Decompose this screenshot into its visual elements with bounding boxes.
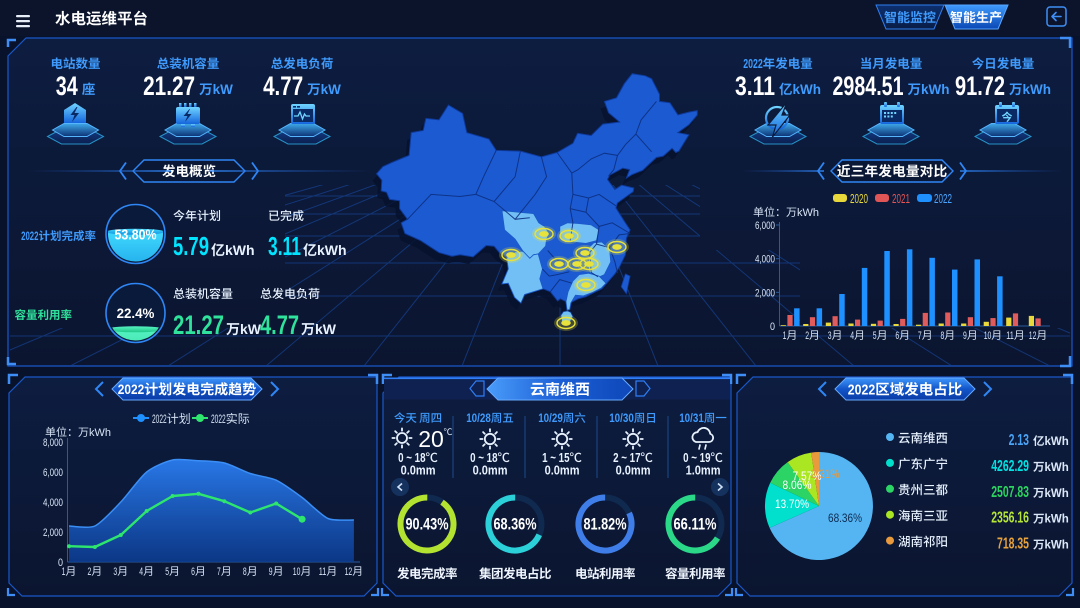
svg-text:2 ~ 17: 2 ~ 17 <box>613 451 640 465</box>
svg-text:1 ~ 15: 1 ~ 15 <box>542 451 569 465</box>
svg-text:5: 5 <box>165 566 169 578</box>
svg-text:9: 9 <box>963 330 967 342</box>
svg-text:0.0mm: 0.0mm <box>473 464 508 478</box>
svg-text:2984.51: 2984.51 <box>833 71 904 101</box>
svg-text:2,000: 2,000 <box>755 287 775 299</box>
svg-text:10: 10 <box>293 566 301 578</box>
svg-text:2356.16: 2356.16 <box>991 510 1029 527</box>
svg-text:8,000: 8,000 <box>43 437 63 449</box>
svg-text:2: 2 <box>805 330 809 342</box>
svg-text:kWh: kWh <box>1023 82 1052 97</box>
svg-text:2.31%: 2.31% <box>811 469 840 481</box>
svg-text:0: 0 <box>770 321 775 333</box>
svg-text:66.11%: 66.11% <box>674 516 717 534</box>
svg-text:12: 12 <box>345 566 353 578</box>
svg-text:2507.83: 2507.83 <box>991 484 1029 501</box>
svg-text:8.06%: 8.06% <box>783 480 812 492</box>
svg-text:6,000: 6,000 <box>755 220 775 232</box>
svg-text:68.36%: 68.36% <box>494 516 537 534</box>
svg-text:4262.29: 4262.29 <box>991 458 1029 475</box>
svg-text:10/28: 10/28 <box>466 413 491 425</box>
svg-text:7: 7 <box>918 330 922 342</box>
svg-text:6: 6 <box>895 330 899 342</box>
svg-text:0.0mm: 0.0mm <box>545 464 580 478</box>
svg-text:0 ~ 18: 0 ~ 18 <box>470 451 497 465</box>
svg-text:2022: 2022 <box>934 192 952 206</box>
svg-text:kWh: kWh <box>1045 436 1069 448</box>
svg-text:68.36%: 68.36% <box>828 513 862 525</box>
svg-text:10/29: 10/29 <box>538 413 563 425</box>
svg-text:kWh: kWh <box>793 82 822 97</box>
svg-text:1: 1 <box>62 566 66 578</box>
svg-text:kWh: kWh <box>921 82 950 97</box>
svg-text:11: 11 <box>1006 330 1014 342</box>
svg-text:kWh: kWh <box>797 207 819 219</box>
svg-text:53.80%: 53.80% <box>115 226 157 243</box>
svg-text:4: 4 <box>850 330 854 342</box>
svg-text:4: 4 <box>139 566 143 578</box>
svg-text:kW: kW <box>213 82 234 97</box>
svg-text:kWh: kWh <box>1045 514 1069 526</box>
svg-text:kWh: kWh <box>225 242 255 258</box>
svg-text:8: 8 <box>243 566 247 578</box>
svg-text:2022: 2022 <box>848 382 875 398</box>
svg-text:9: 9 <box>269 566 273 578</box>
svg-text:11: 11 <box>319 566 327 578</box>
svg-text:kWh: kWh <box>89 427 111 439</box>
svg-text:kW: kW <box>321 82 342 97</box>
svg-text:21.27: 21.27 <box>173 310 224 340</box>
svg-text:2022: 2022 <box>211 412 226 426</box>
svg-text:0: 0 <box>58 557 63 569</box>
svg-text:81.82%: 81.82% <box>584 516 627 534</box>
svg-text:0.0mm: 0.0mm <box>616 464 651 478</box>
svg-text:8: 8 <box>941 330 945 342</box>
svg-text:2,000: 2,000 <box>43 527 63 539</box>
svg-text:7.57%: 7.57% <box>793 471 822 483</box>
svg-text:2020: 2020 <box>850 192 868 206</box>
svg-text:kWh: kWh <box>1045 462 1069 474</box>
svg-text:13.70%: 13.70% <box>775 499 809 511</box>
svg-text:90.43%: 90.43% <box>406 516 449 534</box>
svg-text:5: 5 <box>873 330 877 342</box>
svg-text:kW: kW <box>315 321 337 337</box>
svg-text:1.0mm: 1.0mm <box>686 464 721 478</box>
svg-text:2: 2 <box>88 566 92 578</box>
svg-text:1: 1 <box>783 330 787 342</box>
svg-text:0.0mm: 0.0mm <box>401 464 436 478</box>
svg-text:kWh: kWh <box>317 242 347 258</box>
svg-text:2022: 2022 <box>21 231 38 243</box>
svg-text:10/30: 10/30 <box>609 413 634 425</box>
svg-text:12: 12 <box>1029 330 1037 342</box>
svg-text:10/31: 10/31 <box>679 413 704 425</box>
svg-text:6: 6 <box>191 566 195 578</box>
svg-text:4,000: 4,000 <box>755 254 775 266</box>
svg-text:2022: 2022 <box>743 57 763 71</box>
svg-text:4.77: 4.77 <box>263 71 303 101</box>
svg-text:7: 7 <box>217 566 221 578</box>
svg-text:3: 3 <box>113 566 117 578</box>
svg-text:kW: kW <box>240 321 262 337</box>
svg-text:718.35: 718.35 <box>997 536 1029 553</box>
svg-text:0 ~ 19: 0 ~ 19 <box>683 451 710 465</box>
svg-text:4.77: 4.77 <box>260 310 299 340</box>
svg-text:2021: 2021 <box>892 192 910 206</box>
svg-text:kWh: kWh <box>1045 540 1069 552</box>
svg-text:3.11: 3.11 <box>735 71 775 101</box>
svg-text:10: 10 <box>984 330 992 342</box>
svg-text:6,000: 6,000 <box>43 467 63 479</box>
svg-text:5.79: 5.79 <box>173 231 209 261</box>
svg-text:3: 3 <box>828 330 832 342</box>
svg-text:2022: 2022 <box>152 412 167 426</box>
svg-text:91.72: 91.72 <box>955 71 1005 101</box>
svg-text:22.4%: 22.4% <box>117 306 155 321</box>
svg-text:4,000: 4,000 <box>43 497 63 509</box>
svg-text:21.27: 21.27 <box>143 71 195 101</box>
svg-text:20: 20 <box>418 426 444 452</box>
svg-text:kWh: kWh <box>1045 488 1069 500</box>
svg-text:2.13: 2.13 <box>1009 432 1030 449</box>
svg-text:0 ~ 18: 0 ~ 18 <box>398 451 425 465</box>
svg-text:34: 34 <box>56 71 78 101</box>
svg-text:2022: 2022 <box>118 381 145 397</box>
svg-text:3.11: 3.11 <box>268 231 301 261</box>
